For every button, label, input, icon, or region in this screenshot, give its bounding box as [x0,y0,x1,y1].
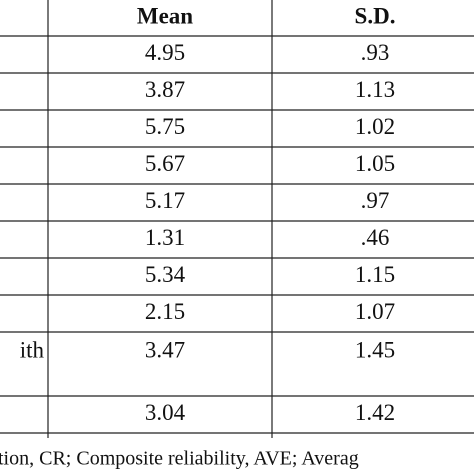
mean-cell: 5.34 [145,262,186,287]
mean-cell: 4.95 [145,40,185,65]
header-mean: Mean [137,3,193,28]
sd-cell: .93 [361,40,390,65]
footnote: tion, CR; Composite reliability, AVE; Av… [0,448,359,470]
row-label: ith [20,337,45,362]
sd-cell: 1.07 [355,299,395,324]
sd-cell: .97 [361,188,390,213]
header-sd: S.D. [355,3,396,28]
mean-cell: 3.47 [145,337,185,362]
mean-cell: 1.31 [145,225,185,250]
mean-cell: 2.15 [145,299,185,324]
sd-cell: 1.45 [355,337,395,362]
sd-cell: 1.05 [355,151,395,176]
mean-cell: 5.67 [145,151,185,176]
sd-cell: .46 [361,225,390,250]
sd-cell: 1.15 [355,262,395,287]
sd-cell: 1.02 [355,114,395,139]
sd-cell: 1.13 [355,77,395,102]
mean-cell: 3.87 [145,77,185,102]
mean-cell: 5.75 [145,114,185,139]
mean-cell: 5.17 [145,188,185,213]
sd-cell: 1.42 [355,400,395,425]
mean-cell: 3.04 [145,400,186,425]
